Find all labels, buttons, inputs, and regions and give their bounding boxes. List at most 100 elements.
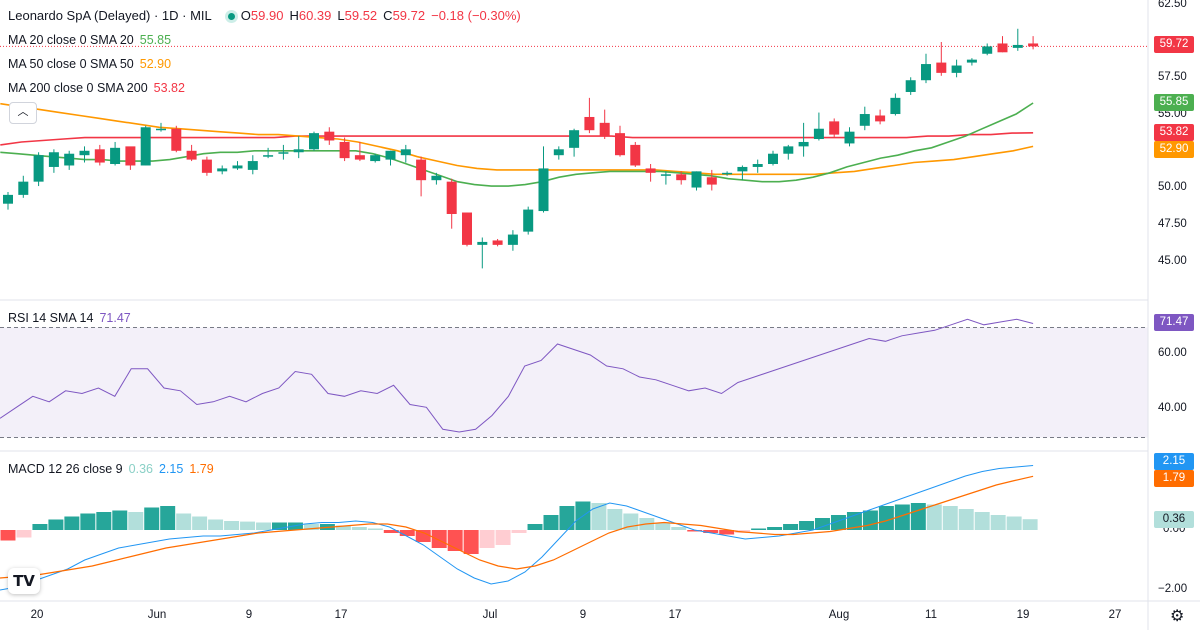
candle-body — [538, 168, 549, 212]
macd-hist-tag: 0.36 — [1154, 511, 1194, 528]
candle-body — [798, 141, 809, 147]
macd-hist-bar — [415, 530, 431, 542]
candle-body — [1012, 44, 1023, 48]
macd-hist-value: 0.36 — [128, 462, 153, 476]
macd-hist-bar — [80, 513, 96, 530]
macd-hist-bar — [751, 528, 767, 530]
candle-body — [339, 141, 350, 159]
ma200-label: MA 200 close 0 SMA 200 — [8, 81, 148, 95]
candle-body — [492, 240, 503, 245]
macd-hist-bar — [799, 521, 815, 530]
candle-body — [676, 174, 687, 181]
symbol-legend: Leonardo SpA (Delayed) · 1D · MIL O59.90 H… — [8, 8, 527, 23]
candle-body — [768, 153, 778, 165]
ma50-legend[interactable]: MA 50 close 0 SMA 50 52.90 — [8, 57, 177, 71]
candle-body — [859, 114, 870, 126]
macd-value: 2.15 — [158, 462, 184, 476]
time-tick: 20 — [30, 609, 44, 621]
ma20-value: 55.85 — [139, 33, 172, 47]
close-value: 59.72 — [392, 8, 426, 23]
candle-body — [553, 149, 564, 156]
candle-body — [829, 121, 840, 135]
macd-hist-bar — [511, 530, 527, 533]
candle-body — [263, 155, 274, 157]
candle-body — [64, 153, 75, 166]
rsi-value: 71.47 — [99, 311, 131, 325]
macd-hist-bar — [112, 510, 128, 530]
gear-icon[interactable]: ⚙ — [1170, 608, 1185, 625]
rsi-tag: 71.47 — [1154, 314, 1194, 331]
price-tick: 45.00 — [1158, 255, 1187, 267]
ma200-value: 53.82 — [153, 81, 185, 95]
candle-body — [722, 172, 733, 175]
rsi-legend[interactable]: RSI 14 SMA 14 71.47 — [8, 311, 137, 325]
rsi-band — [0, 327, 1148, 438]
candle-body — [645, 168, 656, 173]
candle-body — [982, 46, 993, 54]
macd-hist-bar — [176, 513, 192, 530]
close-label: C — [383, 8, 393, 23]
time-tick: 27 — [1108, 609, 1122, 621]
collapse-legend-button[interactable]: ︿ — [9, 102, 37, 124]
macd-hist-bar — [559, 506, 575, 530]
candle-body — [125, 146, 136, 166]
candle-body — [936, 62, 947, 73]
rsi-pane — [0, 318, 1034, 433]
time-tick: 19 — [1016, 609, 1030, 621]
candle-body — [966, 59, 977, 63]
time-tick: Jul — [482, 609, 498, 621]
tradingview-logo[interactable]: TV — [8, 568, 40, 594]
ma20-legend[interactable]: MA 20 close 0 SMA 20 55.85 — [8, 33, 177, 47]
candle-body — [951, 65, 962, 73]
candle-body — [921, 64, 931, 81]
symbol-title[interactable]: Leonardo SpA (Delayed) · 1D · MIL — [8, 8, 212, 23]
macd-line — [0, 465, 1034, 591]
price-tick: 57.50 — [1158, 71, 1187, 83]
ma200-legend[interactable]: MA 200 close 0 SMA 200 53.82 — [8, 81, 191, 95]
macd-hist-bar — [878, 506, 894, 530]
ma20-line — [0, 102, 1034, 187]
time-tick: 9 — [579, 609, 587, 621]
candle-body — [691, 171, 702, 188]
macd-hist-bar — [974, 512, 990, 530]
candle-body — [278, 152, 289, 154]
macd-hist-bar — [256, 522, 272, 530]
ma50-tag: 52.90 — [1154, 141, 1194, 158]
candle-body — [309, 133, 319, 150]
macd-hist-bar — [671, 527, 687, 530]
candle-body — [875, 115, 886, 122]
macd-hist-bar — [335, 525, 351, 530]
macd-hist-bar — [224, 521, 240, 530]
candle-body — [630, 144, 641, 166]
macd-hist-bar — [942, 506, 958, 530]
ma50-line — [0, 102, 1034, 176]
candle-body — [33, 155, 44, 182]
market-status-icon — [227, 12, 235, 20]
price-tick: 62.50 — [1158, 0, 1187, 10]
candle-body — [94, 149, 105, 163]
candle-body — [431, 175, 442, 181]
macd-hist-bar — [48, 519, 64, 530]
candle-body — [1028, 43, 1039, 47]
rsi-band-fill — [0, 327, 1148, 438]
ma200-tag: 53.82 — [1154, 124, 1194, 141]
candle-body — [462, 212, 472, 245]
macd-hist-bar — [830, 515, 846, 530]
macd-signal-value: 1.79 — [189, 462, 214, 476]
macd-hist-bar — [399, 530, 415, 536]
macd-hist-bar — [160, 506, 176, 530]
price-tick: 50.00 — [1158, 181, 1187, 193]
macd-hist-bar — [767, 527, 783, 530]
open-label: O — [240, 8, 251, 23]
time-tick: 11 — [925, 609, 937, 621]
macd-legend[interactable]: MACD 12 26 close 9 0.36 2.15 1.79 — [8, 462, 220, 476]
candle-body — [752, 164, 763, 167]
price-tick: 47.50 — [1158, 218, 1187, 230]
macd-hist-bar — [64, 516, 80, 530]
candle-body — [171, 128, 182, 151]
time-tick: 17 — [668, 609, 682, 621]
moving-averages — [0, 102, 1034, 187]
rsi-tick: 60.00 — [1158, 347, 1187, 359]
macd-hist-bar — [862, 510, 878, 530]
